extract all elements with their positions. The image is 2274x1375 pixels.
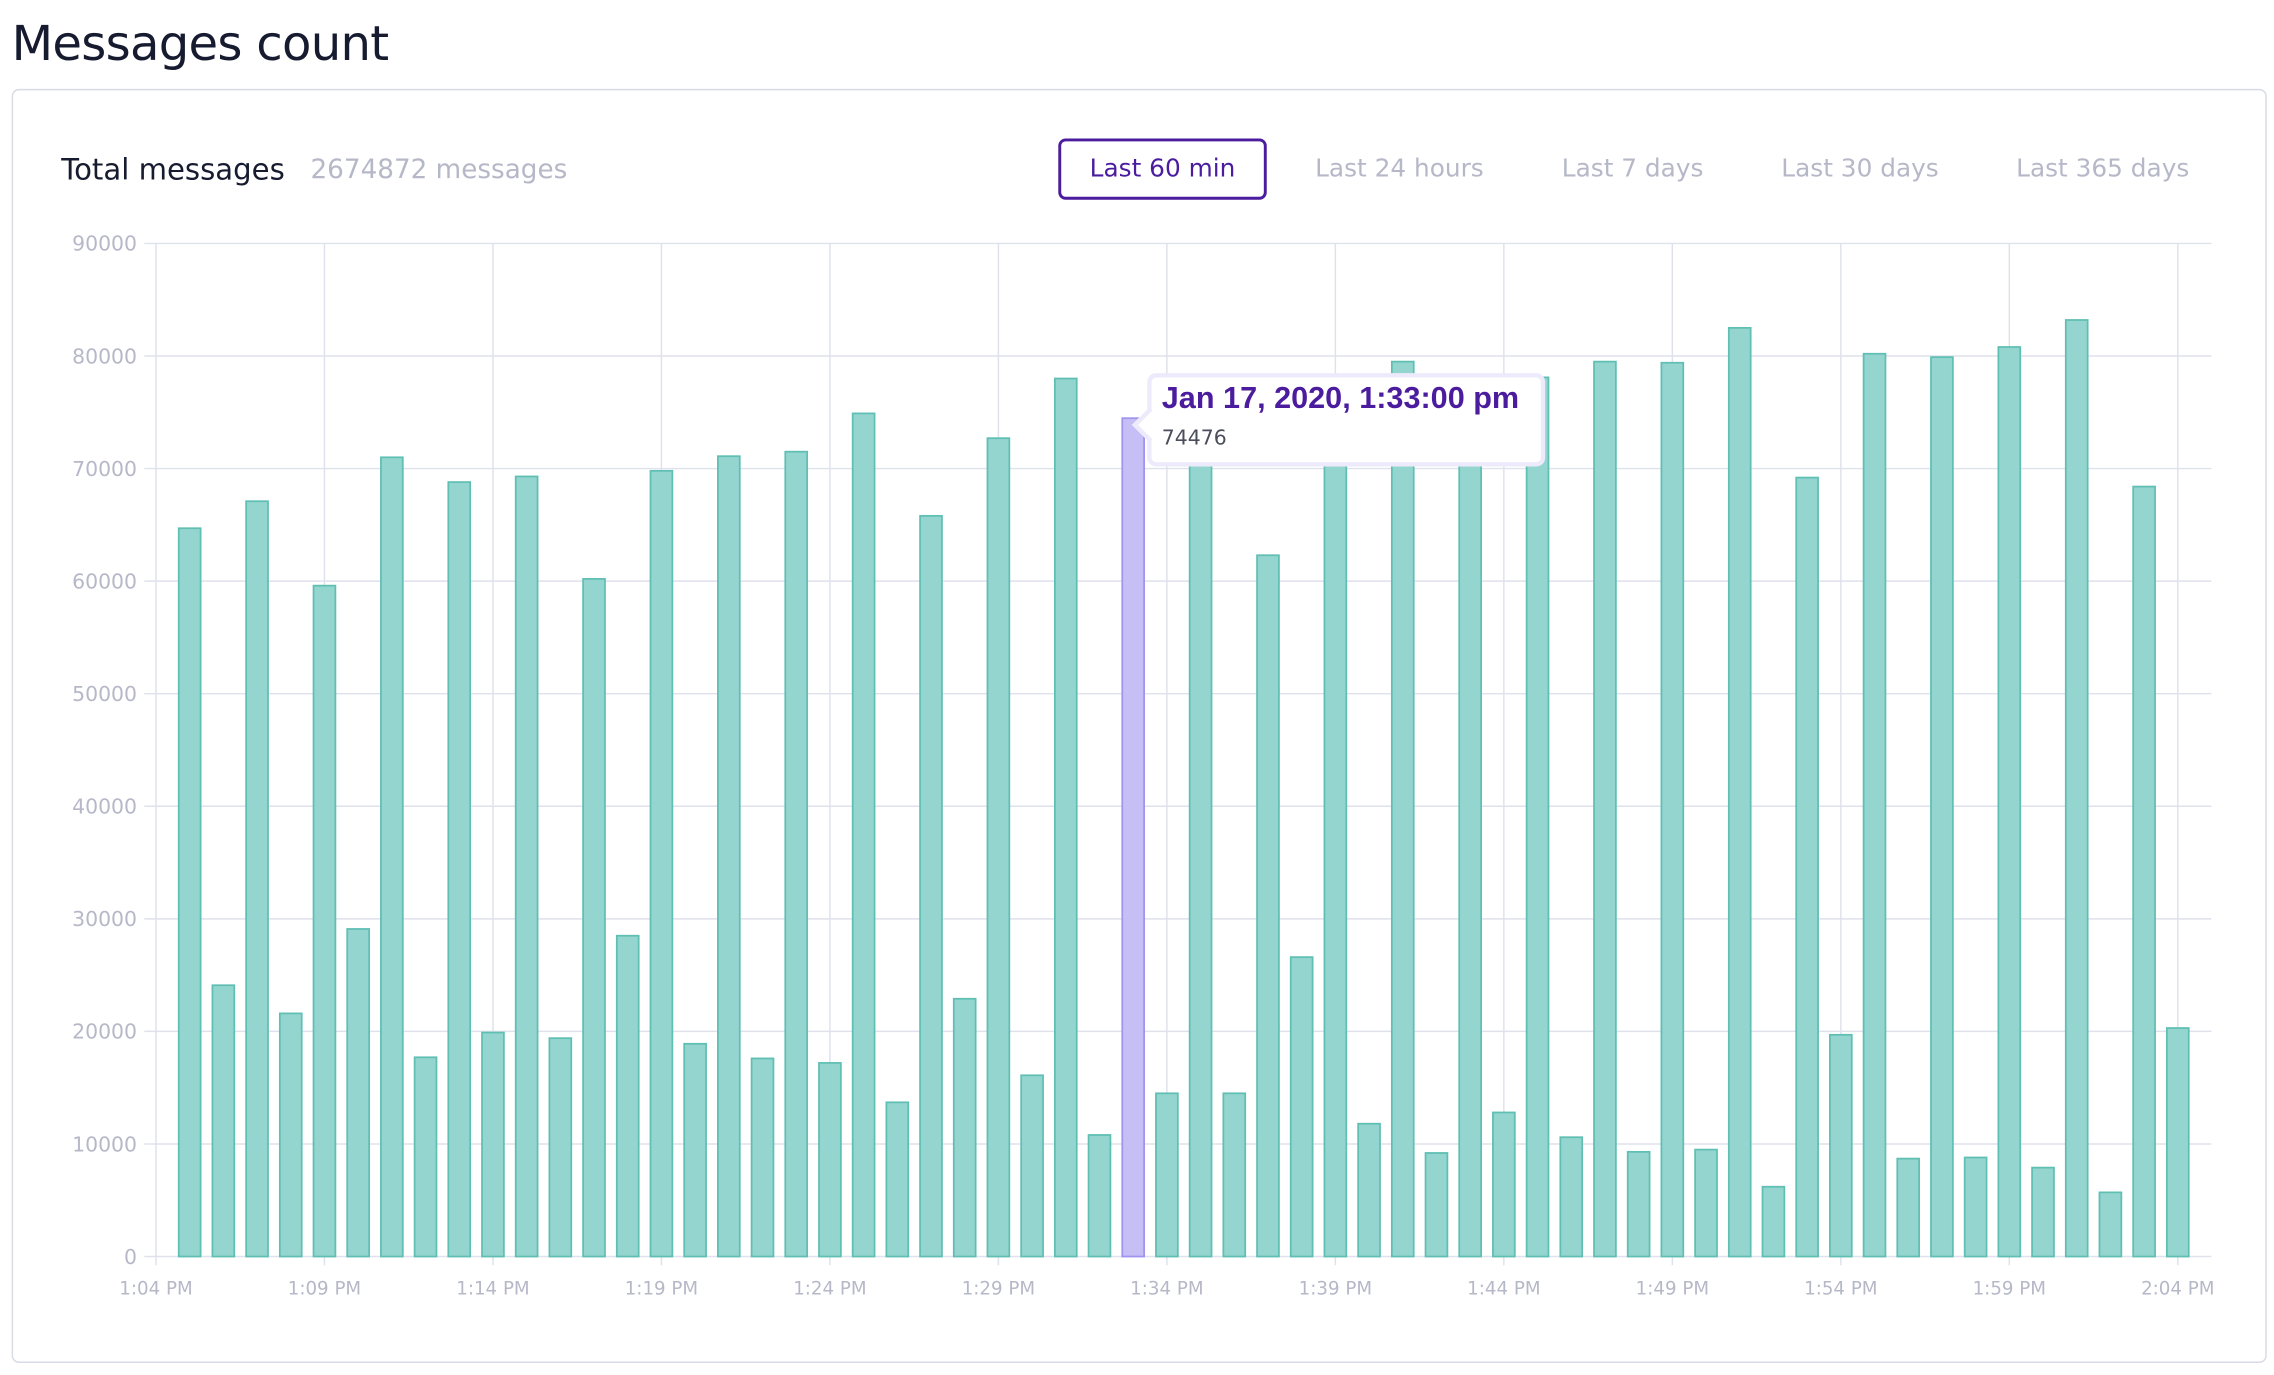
bar[interactable]	[717, 455, 741, 1258]
bar[interactable]	[514, 475, 539, 1258]
bar[interactable]	[1424, 1152, 1449, 1258]
bar[interactable]	[1660, 361, 1685, 1258]
bar[interactable]	[1963, 1156, 1988, 1258]
range-last-24-hours-button[interactable]: Last 24 hours	[1315, 154, 1484, 184]
chart-card	[11, 88, 2267, 1363]
bar[interactable]	[1694, 1148, 1718, 1258]
bar[interactable]	[1593, 360, 1617, 1258]
bar[interactable]	[1727, 326, 1752, 1258]
y-tick-label: 80000	[72, 344, 137, 368]
bar[interactable]	[1155, 1092, 1179, 1258]
bar[interactable]	[481, 1031, 505, 1258]
bar[interactable]	[1559, 1136, 1584, 1258]
bar[interactable]	[1256, 554, 1280, 1258]
bar[interactable]	[1862, 352, 1887, 1258]
y-tick-label: 10000	[72, 1132, 137, 1156]
bar[interactable]	[1222, 1092, 1247, 1258]
bar[interactable]	[1829, 1033, 1853, 1258]
bar[interactable]	[1188, 433, 1213, 1258]
bar[interactable]	[380, 456, 404, 1258]
tooltip-title: Jan 17, 2020, 1:33:00 pm	[1161, 381, 1520, 416]
bar[interactable]	[1997, 346, 2022, 1258]
bar[interactable]	[1087, 1134, 1112, 1258]
range-last-60-min-button[interactable]: Last 60 min	[1058, 138, 1267, 200]
bar[interactable]	[1492, 1111, 1516, 1258]
bar[interactable]	[1289, 956, 1314, 1258]
y-tick-label: 30000	[72, 907, 137, 931]
bar[interactable]	[615, 934, 640, 1258]
range-last-365-days-button[interactable]: Last 365 days	[2016, 154, 2190, 184]
x-tick-label: 1:24 PM	[793, 1278, 866, 1299]
bar[interactable]	[177, 527, 202, 1258]
bar[interactable]	[245, 500, 269, 1258]
bar[interactable]	[548, 1037, 573, 1258]
bar[interactable]	[885, 1101, 910, 1258]
bar[interactable]	[683, 1042, 707, 1258]
bar[interactable]	[784, 450, 809, 1258]
bar[interactable]	[952, 997, 977, 1258]
x-tick-label: 1:04 PM	[119, 1278, 192, 1299]
x-tick-label: 1:19 PM	[625, 1278, 698, 1299]
bar-highlighted[interactable]	[1121, 417, 1145, 1258]
total-messages-label: Total messages	[61, 151, 285, 187]
bar[interactable]	[278, 1012, 303, 1258]
tooltip-value: 74476	[1161, 427, 1227, 451]
bar[interactable]	[2031, 1166, 2055, 1258]
bar[interactable]	[1357, 1122, 1381, 1258]
bar[interactable]	[2098, 1191, 2123, 1258]
x-tick-label: 1:59 PM	[1973, 1278, 2046, 1299]
x-tick-label: 1:29 PM	[962, 1278, 1035, 1299]
total-messages-value: 2674872 messages	[310, 154, 568, 186]
bar[interactable]	[649, 469, 674, 1258]
bar[interactable]	[211, 984, 236, 1258]
bar[interactable]	[919, 514, 943, 1258]
x-tick-label: 1:09 PM	[288, 1278, 361, 1299]
x-tick-label: 1:34 PM	[1130, 1278, 1203, 1299]
bar[interactable]	[1525, 376, 1550, 1258]
bar[interactable]	[750, 1057, 775, 1258]
y-tick-label: 70000	[72, 457, 137, 481]
page-title: Messages count	[11, 14, 389, 72]
range-last-7-days-button[interactable]: Last 7 days	[1561, 154, 1704, 184]
bar[interactable]	[346, 928, 370, 1258]
x-tick-label: 1:49 PM	[1636, 1278, 1709, 1299]
bar[interactable]	[2064, 319, 2089, 1258]
y-tick-label: 0	[124, 1245, 137, 1269]
bar[interactable]	[1323, 450, 1348, 1258]
bar[interactable]	[1053, 377, 1078, 1258]
bar[interactable]	[312, 584, 337, 1258]
bar[interactable]	[1795, 476, 1819, 1258]
range-last-30-days-button[interactable]: Last 30 days	[1781, 154, 1939, 184]
bar[interactable]	[851, 412, 876, 1258]
bar[interactable]	[1626, 1150, 1651, 1258]
bar[interactable]	[1896, 1157, 1921, 1258]
x-tick-label: 1:39 PM	[1299, 1278, 1372, 1299]
bar[interactable]	[1930, 356, 1954, 1258]
bar[interactable]	[1390, 360, 1415, 1258]
bar[interactable]	[582, 578, 606, 1258]
y-tick-label: 60000	[72, 569, 137, 593]
bar[interactable]	[2132, 485, 2156, 1258]
bar[interactable]	[1458, 445, 1482, 1258]
y-tick-label: 20000	[72, 1020, 137, 1044]
x-tick-label: 1:44 PM	[1467, 1278, 1540, 1299]
x-tick-label: 1:14 PM	[456, 1278, 529, 1299]
y-tick-label: 90000	[72, 232, 137, 256]
bar[interactable]	[447, 481, 472, 1258]
bar[interactable]	[2165, 1027, 2190, 1258]
y-tick-label: 40000	[72, 795, 137, 819]
bar[interactable]	[413, 1056, 438, 1258]
bar[interactable]	[1020, 1074, 1044, 1258]
bar[interactable]	[986, 437, 1011, 1258]
bar[interactable]	[1761, 1185, 1786, 1258]
x-tick-label: 2:04 PM	[2141, 1278, 2214, 1299]
y-tick-label: 50000	[72, 682, 137, 706]
chart-tooltip: Jan 17, 2020, 1:33:00 pm 74476	[1131, 373, 1546, 467]
x-tick-label: 1:54 PM	[1804, 1278, 1877, 1299]
bar[interactable]	[818, 1062, 842, 1258]
